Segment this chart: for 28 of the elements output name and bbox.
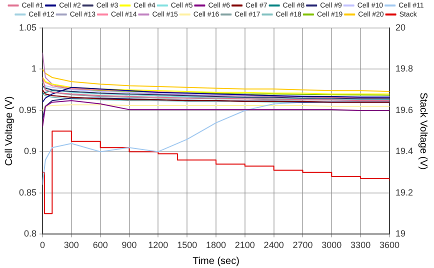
x-tick-label: 1500 <box>177 240 198 250</box>
x-tick-label: 600 <box>92 240 108 250</box>
y2-tick-label: 19 <box>395 228 406 239</box>
x-tick-label: 2100 <box>234 240 255 250</box>
x-tick-label: 3000 <box>322 240 342 250</box>
y-tick-label: 1.05 <box>18 22 37 32</box>
x-tick-label: 0 <box>40 240 46 250</box>
y-tick-label: 0.9 <box>24 146 37 156</box>
y2-tick-label: 19.2 <box>395 187 414 198</box>
x-axis-title: Time (sec) <box>192 256 240 267</box>
x-tick-label: 1200 <box>148 240 168 250</box>
y2-tick-label: 19.8 <box>395 64 414 74</box>
y-tick-label: 0.95 <box>18 104 37 115</box>
y-axis-title: Cell Voltage (V) <box>4 96 15 166</box>
x-tick-label: 2700 <box>292 240 313 250</box>
y-tick-label: 0.8 <box>24 228 37 239</box>
x-tick-label: 1800 <box>206 240 226 250</box>
y2-tick-label: 19.4 <box>395 146 414 156</box>
y2-tick-label: 19.6 <box>395 104 414 115</box>
y-tick-label: 1 <box>32 64 37 74</box>
x-tick-label: 3600 <box>379 240 400 250</box>
x-tick-label: 2400 <box>264 240 284 250</box>
y2-tick-label: 20 <box>395 22 406 32</box>
x-tick-label: 300 <box>64 240 79 250</box>
y2-axis-title: Stack Voltage (V) <box>417 92 428 170</box>
y-tick-label: 0.85 <box>18 187 37 198</box>
x-tick-label: 900 <box>122 240 137 250</box>
x-tick-label: 3300 <box>350 240 371 250</box>
